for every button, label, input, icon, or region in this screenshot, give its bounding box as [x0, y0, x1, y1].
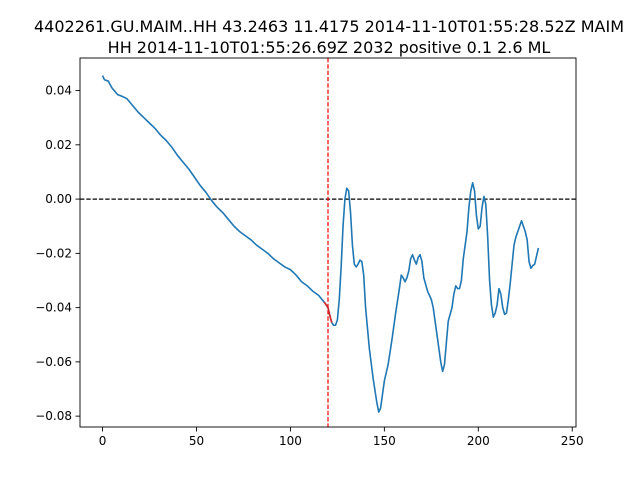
- y-tick-label: −0.06: [35, 355, 72, 369]
- y-tick-label: 0.04: [45, 84, 72, 98]
- x-tick-label: 150: [373, 434, 396, 448]
- plot-frame: [79, 57, 577, 428]
- x-tick-label: 200: [467, 434, 490, 448]
- y-tick-label: 0.00: [45, 192, 72, 206]
- y-tick-label: −0.08: [35, 409, 72, 423]
- x-tick-label: 250: [561, 434, 584, 448]
- y-tick-label: −0.02: [35, 246, 72, 260]
- x-tick-label: 0: [99, 434, 107, 448]
- y-tick-label: 0.02: [45, 138, 72, 152]
- plot-area: 0 50 100 150 200 250 0.04 0.02 0.00 −0.02 −0.04 −0.…: [35, 57, 584, 448]
- pick-window-segment: [323, 301, 333, 323]
- x-tick-label: 50: [189, 434, 204, 448]
- x-tick-label: 100: [279, 434, 302, 448]
- waveform-series-line: [101, 75, 540, 413]
- chart-title-line-2: HH 2014-11-10T01:55:26.69Z 2032 positive…: [108, 38, 551, 57]
- chart-title-line-1: 4402261.GU.MAIM..HH 43.2463 11.4175 2014…: [34, 17, 624, 36]
- y-tick-label: −0.04: [35, 301, 72, 315]
